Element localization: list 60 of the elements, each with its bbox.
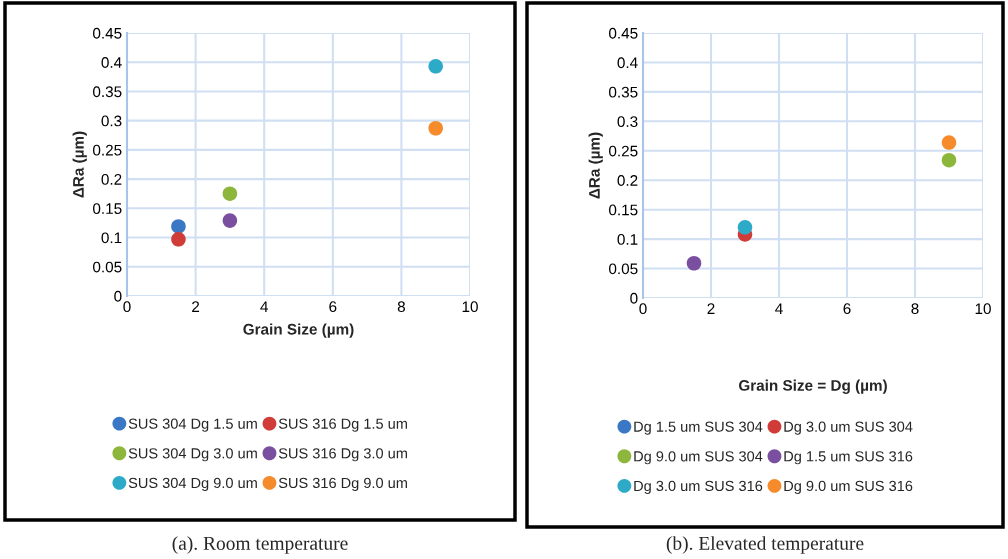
y-tick-label: 0.3 xyxy=(617,116,638,128)
y-tick-label: 0.2 xyxy=(101,173,122,185)
legend-label: Dg 3.0 um SUS 316 xyxy=(634,480,763,494)
y-tick-label: 0.15 xyxy=(93,203,122,215)
x-tick-label: 6 xyxy=(843,303,851,315)
legend-label: SUS 304 Dg 9.0 um xyxy=(128,477,257,491)
x-tick-label: 2 xyxy=(192,301,200,312)
y-tick-label: 0.4 xyxy=(617,57,638,69)
y-axis-title: ΔRa (µm) xyxy=(588,132,603,199)
point xyxy=(686,255,702,271)
y-tick-label: 0 xyxy=(630,292,638,304)
point xyxy=(941,152,957,168)
text: (a). Room temperature xyxy=(172,536,348,554)
legend-label: SUS 316 Dg 9.0 um xyxy=(278,477,407,491)
point xyxy=(222,186,238,202)
y-tick-label: 0.2 xyxy=(617,175,638,186)
point xyxy=(171,219,186,234)
y-tick-label: 0.25 xyxy=(93,144,122,156)
legend-label: Dg 1.5 um SUS 304 xyxy=(634,421,763,435)
legend-label: Dg 1.5 um SUS 316 xyxy=(784,451,913,465)
x-tick-label: 0 xyxy=(123,301,131,313)
y-tick-label: 0.3 xyxy=(101,115,122,127)
point xyxy=(737,220,753,235)
point xyxy=(222,213,238,228)
y-tick-label: 0.15 xyxy=(609,204,638,216)
legend-label: SUS 304 Dg 3.0 um xyxy=(128,448,257,462)
x-tick-label: 8 xyxy=(397,301,405,313)
x-tick-label: 10 xyxy=(975,303,991,315)
y-tick-label: 0.05 xyxy=(93,261,122,273)
x-axis-title: Grain Size = Dg (µm) xyxy=(738,379,887,394)
y-tick-label: 0.4 xyxy=(101,57,122,68)
y-axis-title: ΔRa (µm) xyxy=(72,131,87,198)
legend-label: SUS 316 Dg 3.0 um xyxy=(278,448,407,462)
x-tick-label: 6 xyxy=(329,301,337,313)
x-tick-label: 10 xyxy=(462,301,478,313)
point xyxy=(171,232,186,247)
x-tick-label: 4 xyxy=(260,301,268,312)
legend-label: Dg 9.0 um SUS 304 xyxy=(634,451,763,465)
x-tick-label: 8 xyxy=(911,303,919,315)
y-tick-label: 0.35 xyxy=(93,86,122,98)
text: (b). Elevated temperature xyxy=(666,536,864,554)
y-tick-label: 0 xyxy=(114,290,122,302)
y-tick-label: 0.45 xyxy=(93,27,122,39)
legend-label: SUS 304 Dg 1.5 um xyxy=(128,418,257,432)
y-tick-label: 0.1 xyxy=(101,232,122,244)
point xyxy=(941,135,957,150)
y-tick-label: 0.25 xyxy=(609,145,638,157)
x-tick-label: 2 xyxy=(707,303,715,314)
legend-label: Dg 3.0 um SUS 304 xyxy=(784,421,913,435)
point xyxy=(428,59,443,74)
y-tick-label: 0.05 xyxy=(609,263,638,275)
y-tick-label: 0.1 xyxy=(617,233,638,245)
legend-label: Dg 9.0 um SUS 316 xyxy=(784,480,913,494)
y-tick-label: 0.45 xyxy=(609,27,638,39)
y-tick-label: 0.35 xyxy=(609,86,638,98)
legend-label: SUS 316 Dg 1.5 um xyxy=(278,418,407,432)
x-tick-label: 4 xyxy=(775,303,783,314)
x-axis-title: Grain Size (µm) xyxy=(243,323,354,338)
point xyxy=(428,120,443,136)
x-tick-label: 0 xyxy=(639,303,647,315)
